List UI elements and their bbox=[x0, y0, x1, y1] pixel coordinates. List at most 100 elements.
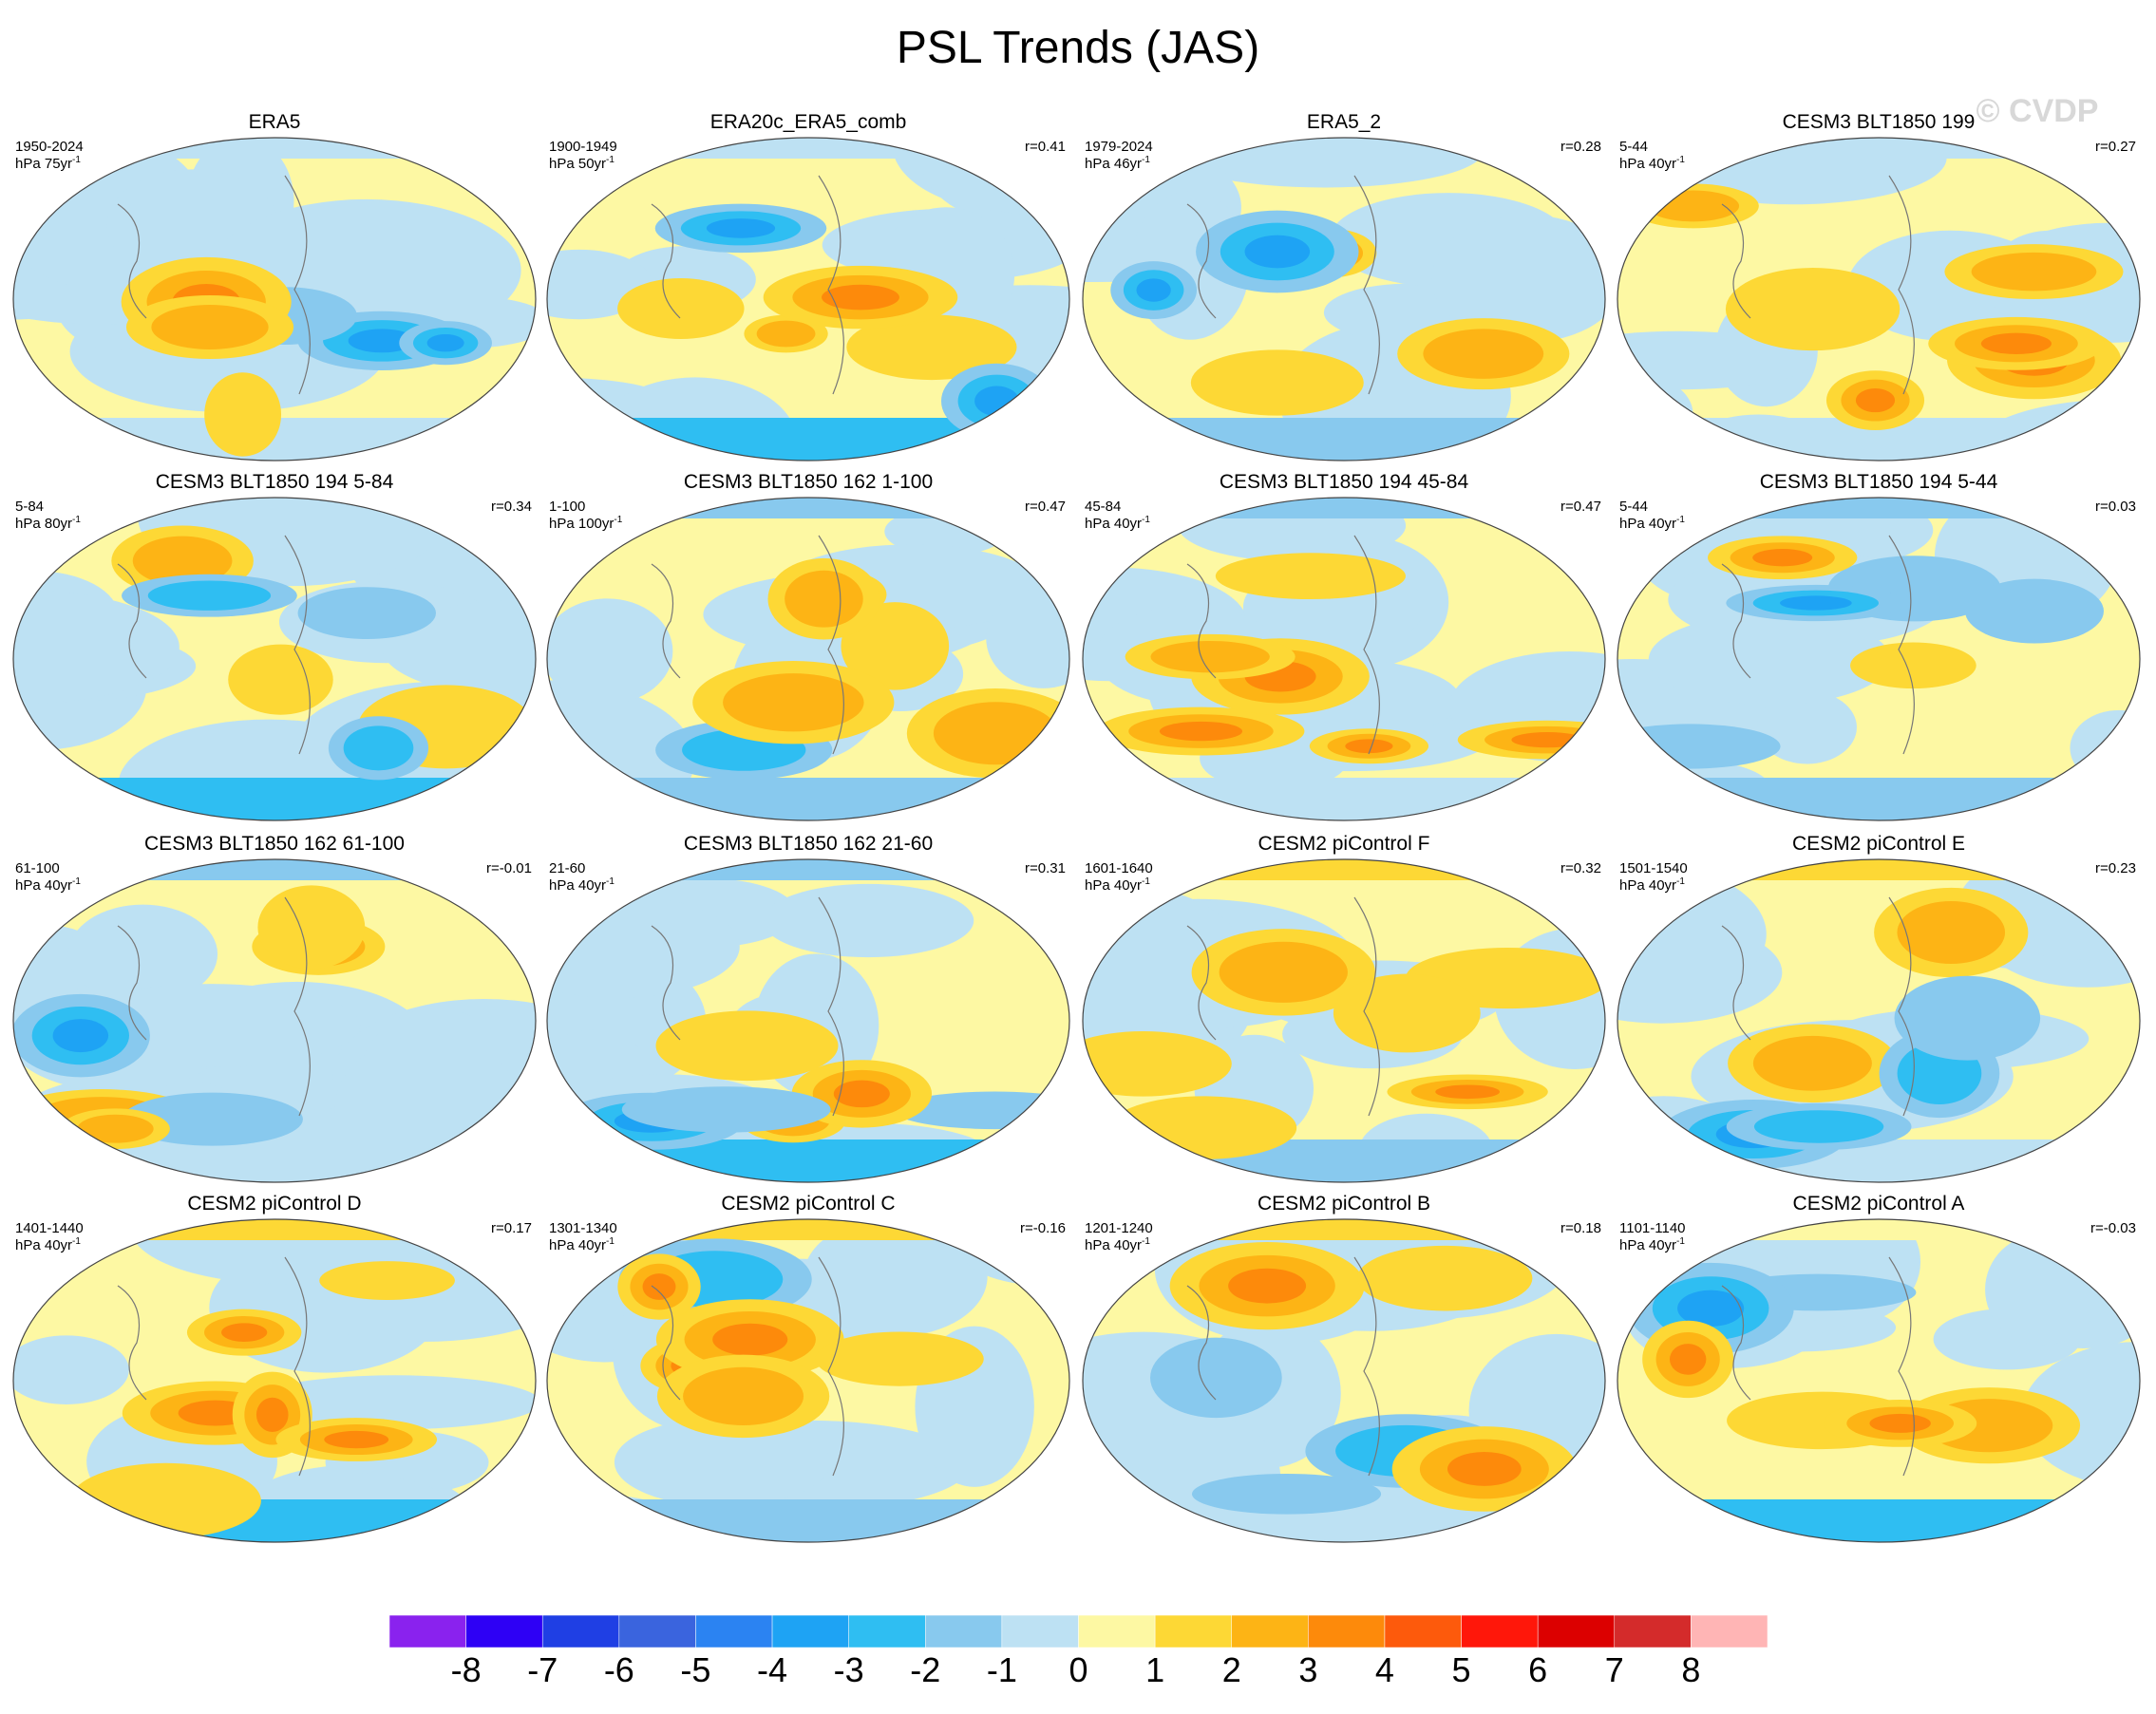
r-label: r=0.27 bbox=[2095, 139, 2136, 155]
units-base: hPa 40yr bbox=[1619, 877, 1676, 894]
units-base: hPa 40yr bbox=[549, 1237, 606, 1253]
units-label: hPa 40yr-1 bbox=[1619, 515, 1685, 532]
period-label: 1601-1640 bbox=[1085, 860, 1153, 876]
units-base: hPa 40yr bbox=[15, 877, 72, 894]
units-base: hPa 40yr bbox=[1619, 1237, 1676, 1253]
map bbox=[13, 1219, 536, 1542]
period-label: 1401-1440 bbox=[15, 1220, 84, 1236]
panel-title: ERA20c_ERA5_comb bbox=[710, 111, 907, 133]
period-label: 1301-1340 bbox=[549, 1220, 617, 1236]
units-base: hPa 40yr bbox=[1619, 156, 1676, 172]
map-outline bbox=[1082, 1218, 1606, 1543]
units-base: hPa 80yr bbox=[15, 516, 72, 532]
panel-title: CESM2 piControl B bbox=[1258, 1193, 1430, 1215]
colorbar-box bbox=[1154, 1614, 1232, 1648]
colorbar-label: 1 bbox=[1145, 1650, 1164, 1689]
panel-title: CESM3 BLT1850 162 21-60 bbox=[684, 833, 933, 855]
units-label: hPa 46yr-1 bbox=[1085, 155, 1150, 172]
colorbar-box bbox=[1001, 1614, 1079, 1648]
colorbar-label: 6 bbox=[1528, 1650, 1547, 1689]
panel-title: CESM2 piControl C bbox=[721, 1193, 895, 1215]
units-base: hPa 40yr bbox=[549, 877, 606, 894]
r-label: r=0.23 bbox=[2095, 860, 2136, 876]
r-label: r=0.41 bbox=[1025, 139, 1066, 155]
units-exponent: -1 bbox=[72, 515, 81, 525]
panel-title: CESM2 piControl E bbox=[1792, 833, 1965, 855]
colorbar-box bbox=[1691, 1614, 1768, 1648]
colorbar-label: -1 bbox=[987, 1650, 1017, 1689]
colorbar-box bbox=[1231, 1614, 1309, 1648]
colorbar-label: -5 bbox=[680, 1650, 710, 1689]
units-label: hPa 40yr-1 bbox=[1619, 1236, 1685, 1253]
r-label: r=0.47 bbox=[1560, 499, 1601, 515]
colorbar-box bbox=[1461, 1614, 1539, 1648]
map-outline bbox=[1082, 137, 1606, 461]
map-outline bbox=[12, 497, 537, 821]
map-outline bbox=[546, 858, 1070, 1183]
colorbar-label: 3 bbox=[1298, 1650, 1317, 1689]
panel-title: CESM3 BLT1850 162 61-100 bbox=[144, 833, 405, 855]
units-base: hPa 40yr bbox=[1085, 516, 1142, 532]
r-label: r=0.17 bbox=[491, 1220, 532, 1236]
period-label: 1101-1140 bbox=[1619, 1220, 1686, 1236]
colorbar-box bbox=[1308, 1614, 1386, 1648]
units-label: hPa 40yr-1 bbox=[1085, 515, 1150, 532]
units-exponent: -1 bbox=[1676, 1236, 1685, 1247]
r-label: r=0.28 bbox=[1560, 139, 1601, 155]
colorbar-box bbox=[771, 1614, 849, 1648]
units-exponent: -1 bbox=[606, 876, 615, 887]
units-base: hPa 40yr bbox=[1085, 877, 1142, 894]
map-outline bbox=[546, 1218, 1070, 1543]
units-label: hPa 80yr-1 bbox=[15, 515, 81, 532]
map bbox=[13, 859, 536, 1182]
map-outline bbox=[1617, 137, 2141, 461]
units-label: hPa 40yr-1 bbox=[1619, 155, 1685, 172]
r-label: r=0.34 bbox=[491, 499, 532, 515]
units-exponent: -1 bbox=[1676, 876, 1685, 887]
units-base: hPa 40yr bbox=[1619, 516, 1676, 532]
panel-title: CESM3 BLT1850 194 45-84 bbox=[1220, 471, 1469, 493]
colorbar-label: 2 bbox=[1222, 1650, 1241, 1689]
units-label: hPa 40yr-1 bbox=[15, 876, 81, 894]
map bbox=[547, 1219, 1069, 1542]
units-base: hPa 50yr bbox=[549, 156, 606, 172]
units-base: hPa 46yr bbox=[1085, 156, 1142, 172]
units-base: hPa 75yr bbox=[15, 156, 72, 172]
colorbar-box bbox=[541, 1614, 620, 1648]
r-label: r=0.47 bbox=[1025, 499, 1066, 515]
map-outline bbox=[546, 137, 1070, 461]
map-outline bbox=[1082, 858, 1606, 1183]
units-exponent: -1 bbox=[614, 515, 622, 525]
period-label: 5-84 bbox=[15, 499, 44, 515]
period-label: 1-100 bbox=[549, 499, 585, 515]
period-label: 21-60 bbox=[549, 860, 585, 876]
map-outline bbox=[12, 137, 537, 461]
map bbox=[13, 138, 536, 461]
period-label: 1900-1949 bbox=[549, 139, 617, 155]
r-label: r=0.31 bbox=[1025, 860, 1066, 876]
colorbar-box bbox=[618, 1614, 696, 1648]
panel-title: CESM3 BLT1850 199 bbox=[1783, 111, 1976, 133]
map bbox=[547, 859, 1069, 1182]
units-exponent: -1 bbox=[72, 1236, 81, 1247]
colorbar-label: 4 bbox=[1375, 1650, 1394, 1689]
map-outline bbox=[1617, 858, 2141, 1183]
map-outline bbox=[1617, 1218, 2141, 1543]
units-exponent: -1 bbox=[606, 155, 615, 165]
map-outline bbox=[12, 858, 537, 1183]
units-label: hPa 100yr-1 bbox=[549, 515, 623, 532]
period-label: 61-100 bbox=[15, 860, 60, 876]
r-label: r=0.32 bbox=[1560, 860, 1601, 876]
colorbar-label: -3 bbox=[834, 1650, 864, 1689]
units-exponent: -1 bbox=[72, 876, 81, 887]
units-label: hPa 75yr-1 bbox=[15, 155, 81, 172]
colorbar-box bbox=[925, 1614, 1003, 1648]
period-label: 1201-1240 bbox=[1085, 1220, 1153, 1236]
panel-title: CESM3 BLT1850 194 5-44 bbox=[1760, 471, 1998, 493]
period-label: 1501-1540 bbox=[1619, 860, 1688, 876]
watermark: © CVDP bbox=[1976, 93, 2099, 129]
colorbar-label: -4 bbox=[757, 1650, 787, 1689]
period-label: 45-84 bbox=[1085, 499, 1121, 515]
units-exponent: -1 bbox=[1676, 155, 1685, 165]
units-exponent: -1 bbox=[1142, 155, 1150, 165]
